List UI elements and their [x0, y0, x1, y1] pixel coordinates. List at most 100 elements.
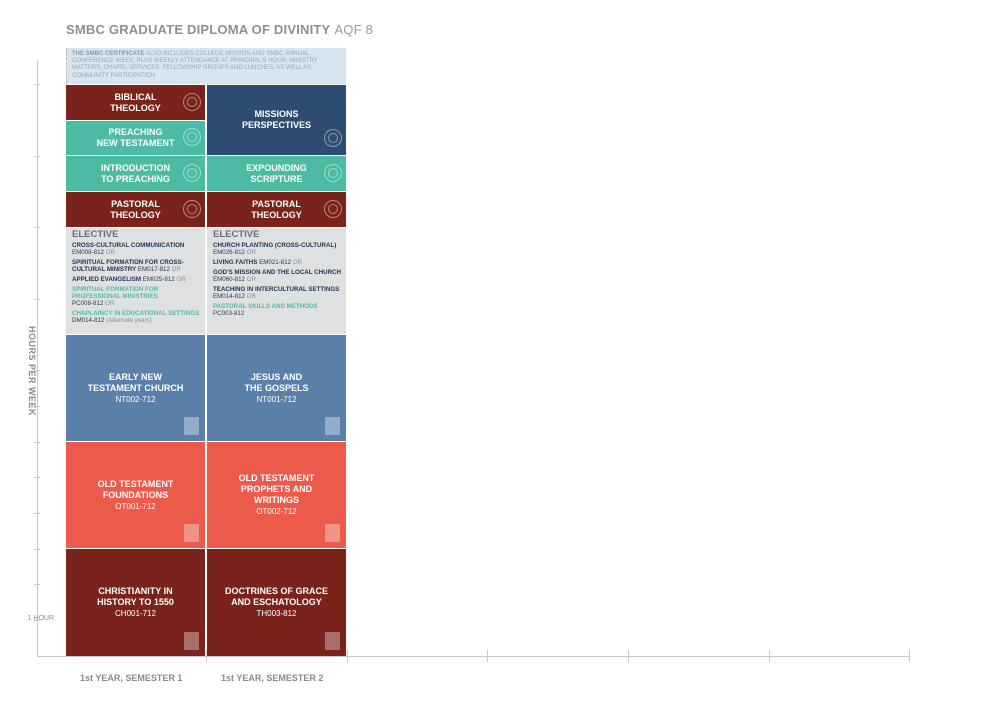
elective-option[interactable]: SPIRITUAL FORMATION FOR PROFESSIONAL MIN… [72, 286, 205, 307]
elective-code: EM060-812 [213, 276, 245, 283]
elective-option[interactable]: CHAPLAINCY IN EDUCATIONAL SETTINGS DM014… [72, 310, 205, 324]
elective-name: CHAPLAINCY IN EDUCATIONAL SETTINGS [72, 310, 200, 317]
subject-title: OLD TESTAMENT FOUNDATIONS [97, 478, 174, 500]
elective-name: APPLIED EVANGELISM [72, 276, 141, 283]
y-tick [34, 156, 40, 157]
y-tick [34, 477, 40, 478]
certificate-note: THE SMBC CERTIFICATE ALSO INCLUDES COLLE… [66, 48, 346, 84]
x-tick [487, 650, 488, 662]
globe-icon [183, 128, 201, 146]
globe-icon [324, 164, 342, 182]
subject-code: CH001-712 [115, 609, 156, 618]
y-tick [34, 620, 40, 621]
elective-or: OR [246, 293, 257, 300]
elective-heading: ELECTIVE [72, 229, 119, 240]
elective-name: LIVING FAITHS [213, 259, 258, 266]
subject-early-new-testament-church[interactable]: EARLY NEW TESTAMENT CHURCH NT002-712 [66, 335, 205, 441]
title-main: SMBC GRADUATE DIPLOMA OF DIVINITY [66, 22, 331, 37]
y-axis-line [37, 60, 38, 657]
note-lead: THE SMBC CERTIFICATE [72, 51, 145, 57]
elective-or: OR [176, 276, 186, 283]
y-tick [34, 584, 40, 585]
elective-option[interactable]: PASTORAL SKILLS AND METHODS PC003-812 [213, 303, 346, 317]
elective-or: OR [292, 259, 303, 266]
elective-name: CROSS-CULTURAL COMMUNICATION [72, 242, 185, 249]
globe-icon [324, 200, 342, 218]
subject-jesus-and-the-gospels[interactable]: JESUS AND THE GOSPELS NT001-712 [207, 335, 346, 441]
elective-option[interactable]: SPIRITUAL FORMATION FOR CROSS-CULTURAL M… [72, 259, 205, 273]
subject-preaching-new-testament[interactable]: PREACHING NEW TESTAMENT [66, 121, 205, 155]
y-tick [34, 549, 40, 550]
credit-points-icon [325, 524, 340, 542]
elective-option[interactable]: GOD'S MISSION AND THE LOCAL CHURCH EM060… [213, 269, 346, 283]
subject-title: CHRISTIANITY IN HISTORY TO 1550 [97, 586, 174, 607]
subject-title: EXPOUNDING SCRIPTURE [246, 162, 307, 184]
subject-biblical-theology[interactable]: BIBLICAL THEOLOGY [66, 85, 205, 120]
subject-title: PASTORAL THEOLOGY [251, 198, 302, 220]
elective-or: OR [105, 249, 116, 256]
y-tick [34, 299, 40, 300]
subject-pastoral-theology-s2[interactable]: PASTORAL THEOLOGY [207, 192, 346, 227]
credit-points-icon [184, 632, 199, 650]
globe-icon [183, 164, 201, 182]
elective-or: OR [246, 249, 257, 256]
semester-2-label: 1st YEAR, SEMESTER 2 [221, 673, 324, 683]
subject-title: MISSIONS PERSPECTIVES [241, 109, 312, 130]
elective-name: CHURCH PLANTING (CROSS-CULTURAL) [213, 242, 337, 249]
y-tick [34, 227, 40, 228]
subject-title: PREACHING NEW TESTAMENT [96, 127, 175, 148]
subject-expounding-scripture[interactable]: EXPOUNDING SCRIPTURE [207, 156, 346, 191]
page-title: SMBC GRADUATE DIPLOMA OF DIVINITY AQF 8 [66, 22, 373, 37]
y-tick [34, 84, 40, 85]
subject-old-testament-prophets[interactable]: OLD TESTAMENT PROPHETS AND WRITINGS OT00… [207, 442, 346, 548]
elective-name: SPIRITUAL FORMATION FOR PROFESSIONAL MIN… [72, 286, 159, 300]
subject-title: JESUS AND THE GOSPELS [244, 371, 309, 393]
credit-points-icon [184, 417, 199, 435]
elective-option[interactable]: CROSS-CULTURAL COMMUNICATION EM008-812 OR [72, 242, 205, 256]
subject-doctrines-of-grace[interactable]: DOCTRINES OF GRACE AND ESCHATOLOGY TH003… [207, 549, 346, 656]
subject-old-testament-foundations[interactable]: OLD TESTAMENT FOUNDATIONS OT001-712 [66, 442, 205, 548]
subject-pastoral-theology-s1[interactable]: PASTORAL THEOLOGY [66, 192, 205, 227]
elective-heading: ELECTIVE [213, 229, 260, 240]
subject-introduction-to-preaching[interactable]: INTRODUCTION TO PREACHING [66, 156, 205, 191]
subject-missions-perspectives[interactable]: MISSIONS PERSPECTIVES [207, 85, 346, 155]
elective-or: OR [105, 300, 115, 307]
elective-code: EM025-812 [142, 276, 175, 283]
elective-block-s2[interactable]: ELECTIVE CHURCH PLANTING (CROSS-CULTURAL… [207, 228, 346, 334]
subject-christianity-in-history[interactable]: CHRISTIANITY IN HISTORY TO 1550 CH001-71… [66, 549, 205, 656]
credit-points-icon [325, 632, 340, 650]
elective-name: SPIRITUAL FORMATION FOR CROSS-CULTURAL M… [72, 259, 184, 273]
x-axis-line [37, 656, 910, 657]
elective-option[interactable]: APPLIED EVANGELISM EM025-812 OR [72, 276, 205, 283]
elective-or: OR [171, 266, 181, 273]
x-tick [628, 650, 629, 662]
elective-block-s1[interactable]: ELECTIVE CROSS-CULTURAL COMMUNICATION EM0… [66, 228, 205, 334]
globe-icon [324, 129, 342, 147]
credit-points-icon [184, 524, 199, 542]
elective-option[interactable]: TEACHING IN INTERCULTURAL SETTINGS EM014… [213, 286, 346, 300]
title-aqf: AQF 8 [334, 22, 374, 37]
y-tick [34, 513, 40, 514]
elective-option[interactable]: LIVING FAITHS EM021-812 OR [213, 259, 346, 266]
elective-code: DM014-812 [72, 317, 105, 324]
elective-code: EM017-812 [137, 266, 170, 273]
subject-code: NT001-712 [256, 394, 297, 404]
x-tick [909, 650, 910, 662]
globe-icon [183, 200, 201, 218]
x-tick [206, 650, 207, 662]
elective-or: OR [246, 276, 257, 283]
elective-code: EM014-812 [213, 293, 245, 300]
subject-title: OLD TESTAMENT PROPHETS AND WRITINGS [238, 473, 315, 505]
elective-code: EM026-812 [213, 249, 245, 256]
elective-option[interactable]: CHURCH PLANTING (CROSS-CULTURAL) EM026-81… [213, 242, 346, 256]
elective-name: TEACHING IN INTERCULTURAL SETTINGS [213, 286, 340, 293]
subject-title: EARLY NEW TESTAMENT CHURCH [87, 371, 184, 393]
subject-code: OT001-712 [115, 501, 156, 511]
y-axis-label: HOURS PER WEEK [27, 326, 37, 417]
x-tick [347, 650, 348, 662]
semester-1-label: 1st YEAR, SEMESTER 1 [80, 673, 183, 683]
x-tick [769, 650, 770, 662]
elective-name: PASTORAL SKILLS AND METHODS [213, 303, 318, 310]
elective-note: (Alternate years) [106, 317, 152, 324]
credit-points-icon [325, 417, 340, 435]
